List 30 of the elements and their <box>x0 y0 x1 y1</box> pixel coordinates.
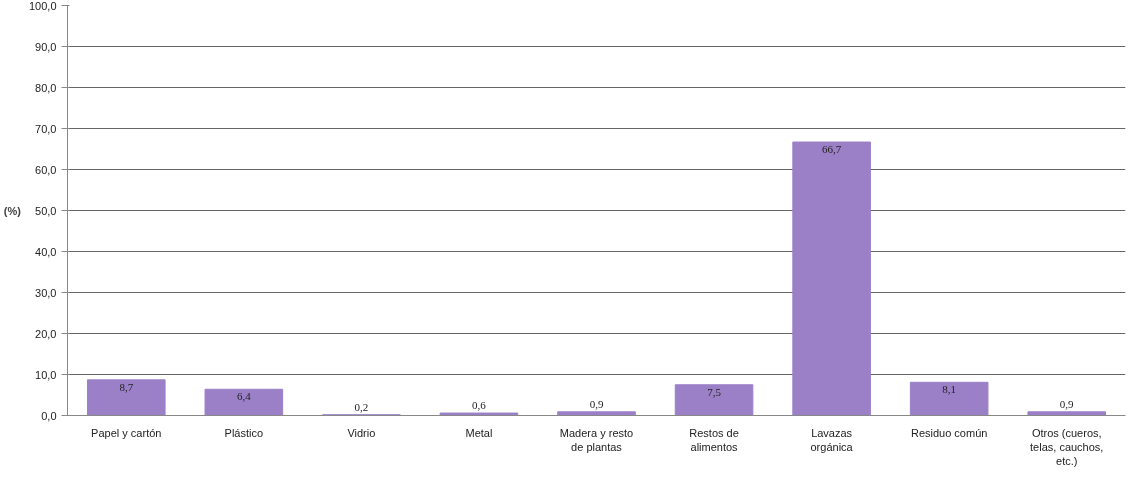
x-tick-label: Metal <box>465 426 493 439</box>
y-tick-label: 20,0 <box>35 327 57 340</box>
data-label: 0,9 <box>589 397 604 410</box>
y-tick-label: 80,0 <box>35 81 57 94</box>
y-axis-title: (%) <box>3 204 22 217</box>
x-tick-label: Plástico <box>224 426 264 439</box>
data-label: 0,2 <box>354 400 369 413</box>
data-label: 8,1 <box>942 383 957 396</box>
x-tick-label: Papel y cartón <box>91 426 162 439</box>
data-label: 8,7 <box>119 380 134 393</box>
y-tick-label: 30,0 <box>35 286 57 299</box>
y-tick-label: 40,0 <box>35 245 57 258</box>
data-label: 66,7 <box>821 143 842 156</box>
data-label: 0,9 <box>1059 397 1075 410</box>
y-tick-label: 50,0 <box>35 204 57 217</box>
x-tick-label: Otros (cueros, telas, cauchos, etc.) <box>1030 426 1104 468</box>
y-tick-label: 60,0 <box>35 163 57 176</box>
y-tick-label: 90,0 <box>35 40 57 53</box>
data-label: 7,5 <box>707 385 722 398</box>
data-label: 6,4 <box>236 390 252 403</box>
data-label: 0,6 <box>472 399 487 412</box>
y-tick-label: 10,0 <box>35 368 57 381</box>
y-tick-label: 100,0 <box>28 0 57 12</box>
x-tick-label: Vidrio <box>347 426 376 439</box>
x-tick-label: Madera y resto de plantas <box>559 426 634 453</box>
x-tick-label: Restos de alimentos <box>689 426 739 453</box>
y-tick-label: 0,0 <box>41 409 57 422</box>
y-tick-label: 70,0 <box>35 122 57 135</box>
x-tick-label: Lavazas orgánica <box>810 426 854 453</box>
x-tick-label: Residuo común <box>910 426 988 439</box>
